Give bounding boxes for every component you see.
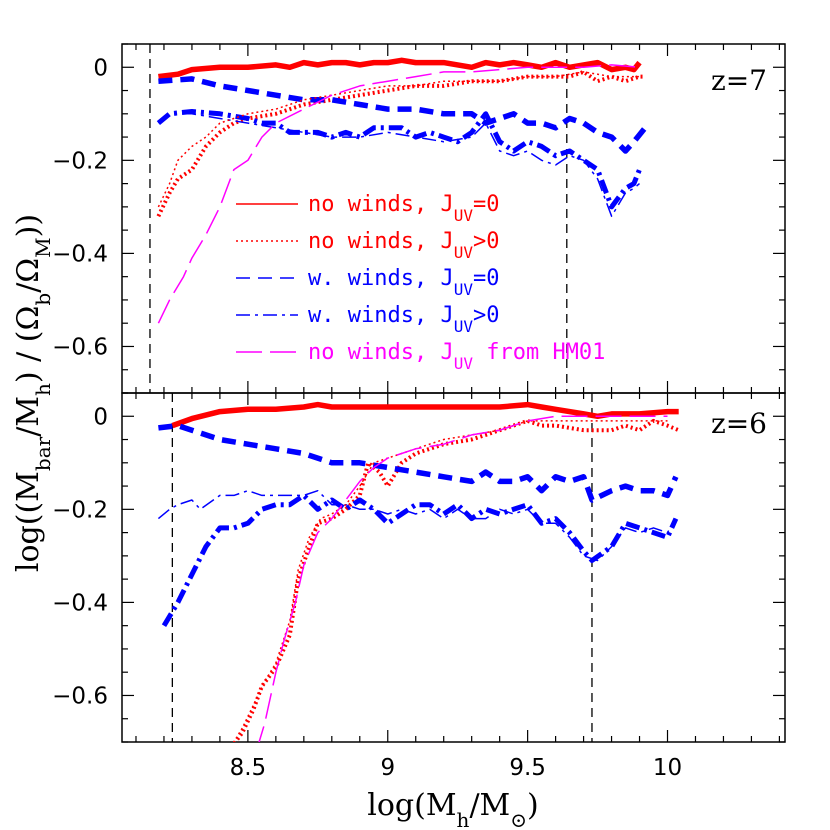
panel-frame: [121, 392, 786, 743]
legend: no winds, JUV=0 no winds, JUV>0 w. winds, …: [236, 192, 605, 373]
legend-label: no winds, JUV>0: [308, 229, 499, 262]
series-line: [158, 422, 679, 503]
series-line: [161, 492, 679, 627]
series-line: [157, 64, 640, 324]
y-tick-label: −0.6: [52, 334, 108, 360]
legend-label: w. winds, JUV=0: [308, 266, 499, 299]
series-line: [158, 76, 648, 154]
y-axis-title: log((Mbar/Mh) / (Ωb/ΩM)): [11, 214, 55, 572]
x-tick-label: 10: [653, 755, 682, 781]
series-line: [157, 113, 640, 217]
y-tick-label: −0.4: [52, 241, 108, 267]
y-tick-label: −0.2: [52, 497, 108, 523]
y-tick-label: 0: [93, 55, 108, 81]
x-tick-label: 9.5: [509, 755, 546, 781]
series-line: [258, 415, 668, 742]
panel-label: z=6: [711, 407, 767, 440]
series-line: [171, 401, 679, 429]
series-line: [232, 418, 680, 742]
panel-label: z=7: [711, 64, 767, 97]
series-line: [157, 71, 640, 208]
y-tick-label: −0.4: [52, 590, 108, 616]
x-tick-label: 9: [380, 755, 395, 781]
x-tick-label: 8.5: [230, 755, 267, 781]
series-line: [158, 57, 642, 80]
x-tick-labels: 8.5 9 9.5 10: [230, 755, 683, 781]
legend-label: w. winds, JUV>0: [308, 303, 499, 336]
y-tick-label: 0: [93, 404, 108, 430]
y-tick-label: −0.6: [52, 683, 108, 709]
legend-label: no winds, JUV=0: [308, 192, 499, 225]
series-line: [156, 109, 642, 210]
legend-label: no winds, JUV from HM01: [308, 340, 605, 373]
series-line: [233, 420, 668, 742]
x-axis-title: log(Mh/M⊙): [367, 788, 539, 830]
y-tick-label: −0.2: [52, 148, 108, 174]
series-line: [157, 489, 677, 562]
panel-z7: 0 −0.2 −0.4 −0.6 z=7: [52, 43, 786, 394]
panel-z6: 0 −0.2 −0.4 −0.6 z=6: [52, 392, 786, 743]
